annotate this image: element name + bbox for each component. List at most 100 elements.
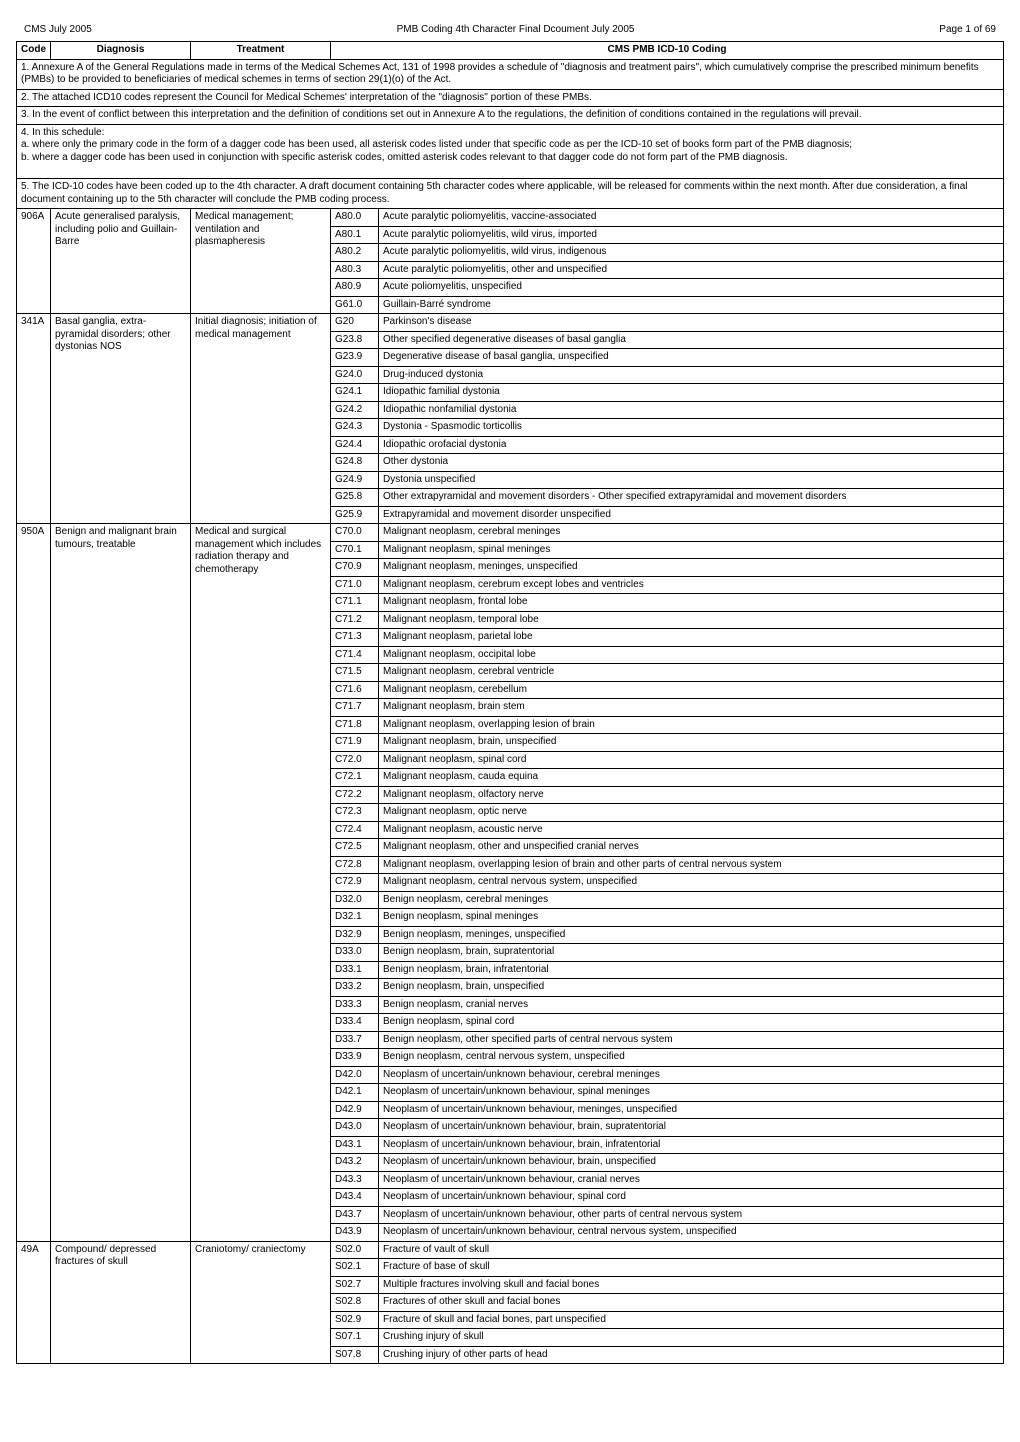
- icd-code: C72.0: [331, 751, 379, 769]
- icd-code: G20: [331, 314, 379, 332]
- icd-description: Idiopathic orofacial dystonia: [379, 436, 1004, 454]
- icd-code: D42.1: [331, 1084, 379, 1102]
- icd-description: Malignant neoplasm, cerebellum: [379, 681, 1004, 699]
- icd-code: D32.1: [331, 909, 379, 927]
- icd-code: S02.0: [331, 1241, 379, 1259]
- icd-description: Crushing injury of other parts of head: [379, 1346, 1004, 1364]
- icd-code: C72.8: [331, 856, 379, 874]
- icd-description: Idiopathic familial dystonia: [379, 384, 1004, 402]
- group-diagnosis: Benign and malignant brain tumours, trea…: [51, 524, 191, 1242]
- icd-description: Neoplasm of uncertain/unknown behaviour,…: [379, 1189, 1004, 1207]
- icd-code: C72.2: [331, 786, 379, 804]
- icd-description: Benign neoplasm, cranial nerves: [379, 996, 1004, 1014]
- icd-description: Acute poliomyelitis, unspecified: [379, 279, 1004, 297]
- icd-code: D43.4: [331, 1189, 379, 1207]
- icd-code: C71.2: [331, 611, 379, 629]
- icd-description: Fracture of skull and facial bones, part…: [379, 1311, 1004, 1329]
- icd-code: C71.4: [331, 646, 379, 664]
- note-1: 1. Annexure A of the General Regulations…: [17, 59, 1004, 89]
- group-diagnosis: Compound/ depressed fractures of skull: [51, 1241, 191, 1364]
- icd-code: C70.1: [331, 541, 379, 559]
- icd-description: Malignant neoplasm, cerebral ventricle: [379, 664, 1004, 682]
- icd-description: Malignant neoplasm, olfactory nerve: [379, 786, 1004, 804]
- icd-code: G24.2: [331, 401, 379, 419]
- icd-code: C71.8: [331, 716, 379, 734]
- icd-description: Neoplasm of uncertain/unknown behaviour,…: [379, 1119, 1004, 1137]
- icd-description: Drug-induced dystonia: [379, 366, 1004, 384]
- icd-code: D32.9: [331, 926, 379, 944]
- icd-description: Malignant neoplasm, cauda equina: [379, 769, 1004, 787]
- icd-description: Other dystonia: [379, 454, 1004, 472]
- icd-code: D33.0: [331, 944, 379, 962]
- icd-description: Malignant neoplasm, spinal meninges: [379, 541, 1004, 559]
- icd-description: Benign neoplasm, spinal cord: [379, 1014, 1004, 1032]
- group-diagnosis: Acute generalised paralysis, including p…: [51, 209, 191, 314]
- icd-description: Malignant neoplasm, temporal lobe: [379, 611, 1004, 629]
- icd-description: Benign neoplasm, meninges, unspecified: [379, 926, 1004, 944]
- icd-description: Neoplasm of uncertain/unknown behaviour,…: [379, 1066, 1004, 1084]
- icd-code: D43.9: [331, 1224, 379, 1242]
- note-4: 4. In this schedule: a. where only the p…: [17, 124, 1004, 179]
- group-code: 341A: [17, 314, 51, 524]
- icd-description: Neoplasm of uncertain/unknown behaviour,…: [379, 1084, 1004, 1102]
- icd-code: D33.2: [331, 979, 379, 997]
- data-row: 950ABenign and malignant brain tumours, …: [17, 524, 1004, 542]
- icd-code: C72.5: [331, 839, 379, 857]
- header-left: CMS July 2005: [24, 24, 92, 35]
- group-treatment: Craniotomy/ craniectomy: [191, 1241, 331, 1364]
- icd-description: Malignant neoplasm, frontal lobe: [379, 594, 1004, 612]
- icd-description: Neoplasm of uncertain/unknown behaviour,…: [379, 1224, 1004, 1242]
- pmb-table: Code Diagnosis Treatment CMS PMB ICD-10 …: [16, 41, 1004, 1364]
- icd-description: Extrapyramidal and movement disorder uns…: [379, 506, 1004, 524]
- icd-code: D33.7: [331, 1031, 379, 1049]
- group-treatment: Medical management; ventilation and plas…: [191, 209, 331, 314]
- note-5: 5. The ICD-10 codes have been coded up t…: [17, 179, 1004, 209]
- icd-description: Degenerative disease of basal ganglia, u…: [379, 349, 1004, 367]
- icd-description: Malignant neoplasm, acoustic nerve: [379, 821, 1004, 839]
- group-code: 950A: [17, 524, 51, 1242]
- icd-code: C71.3: [331, 629, 379, 647]
- icd-code: G25.9: [331, 506, 379, 524]
- icd-code: G24.4: [331, 436, 379, 454]
- icd-description: Neoplasm of uncertain/unknown behaviour,…: [379, 1154, 1004, 1172]
- icd-description: Acute paralytic poliomyelitis, vaccine-a…: [379, 209, 1004, 227]
- group-code: 906A: [17, 209, 51, 314]
- icd-description: Malignant neoplasm, cerebrum except lobe…: [379, 576, 1004, 594]
- icd-description: Malignant neoplasm, overlapping lesion o…: [379, 856, 1004, 874]
- icd-description: Idiopathic nonfamilial dystonia: [379, 401, 1004, 419]
- icd-description: Malignant neoplasm, overlapping lesion o…: [379, 716, 1004, 734]
- icd-code: D43.0: [331, 1119, 379, 1137]
- data-row: 906AAcute generalised paralysis, includi…: [17, 209, 1004, 227]
- icd-code: A80.9: [331, 279, 379, 297]
- icd-code: C71.6: [331, 681, 379, 699]
- icd-description: Dystonia - Spasmodic torticollis: [379, 419, 1004, 437]
- icd-code: C71.0: [331, 576, 379, 594]
- icd-code: D43.2: [331, 1154, 379, 1172]
- icd-description: Benign neoplasm, spinal meninges: [379, 909, 1004, 927]
- icd-code: C71.9: [331, 734, 379, 752]
- icd-description: Benign neoplasm, brain, unspecified: [379, 979, 1004, 997]
- icd-description: Malignant neoplasm, other and unspecifie…: [379, 839, 1004, 857]
- icd-description: Other extrapyramidal and movement disord…: [379, 489, 1004, 507]
- icd-code: C71.5: [331, 664, 379, 682]
- icd-description: Malignant neoplasm, parietal lobe: [379, 629, 1004, 647]
- icd-code: G24.1: [331, 384, 379, 402]
- icd-code: D33.1: [331, 961, 379, 979]
- icd-code: G61.0: [331, 296, 379, 314]
- col-code: Code: [17, 42, 51, 60]
- icd-code: D33.9: [331, 1049, 379, 1067]
- icd-code: G24.3: [331, 419, 379, 437]
- icd-code: D43.1: [331, 1136, 379, 1154]
- icd-description: Malignant neoplasm, brain, unspecified: [379, 734, 1004, 752]
- icd-description: Benign neoplasm, central nervous system,…: [379, 1049, 1004, 1067]
- note-row-1: 1. Annexure A of the General Regulations…: [17, 59, 1004, 89]
- icd-code: D43.7: [331, 1206, 379, 1224]
- icd-code: C71.1: [331, 594, 379, 612]
- icd-code: A80.3: [331, 261, 379, 279]
- icd-code: S02.7: [331, 1276, 379, 1294]
- icd-description: Malignant neoplasm, cerebral meninges: [379, 524, 1004, 542]
- icd-code: C72.3: [331, 804, 379, 822]
- icd-description: Benign neoplasm, cerebral meninges: [379, 891, 1004, 909]
- icd-description: Parkinson's disease: [379, 314, 1004, 332]
- icd-description: Neoplasm of uncertain/unknown behaviour,…: [379, 1171, 1004, 1189]
